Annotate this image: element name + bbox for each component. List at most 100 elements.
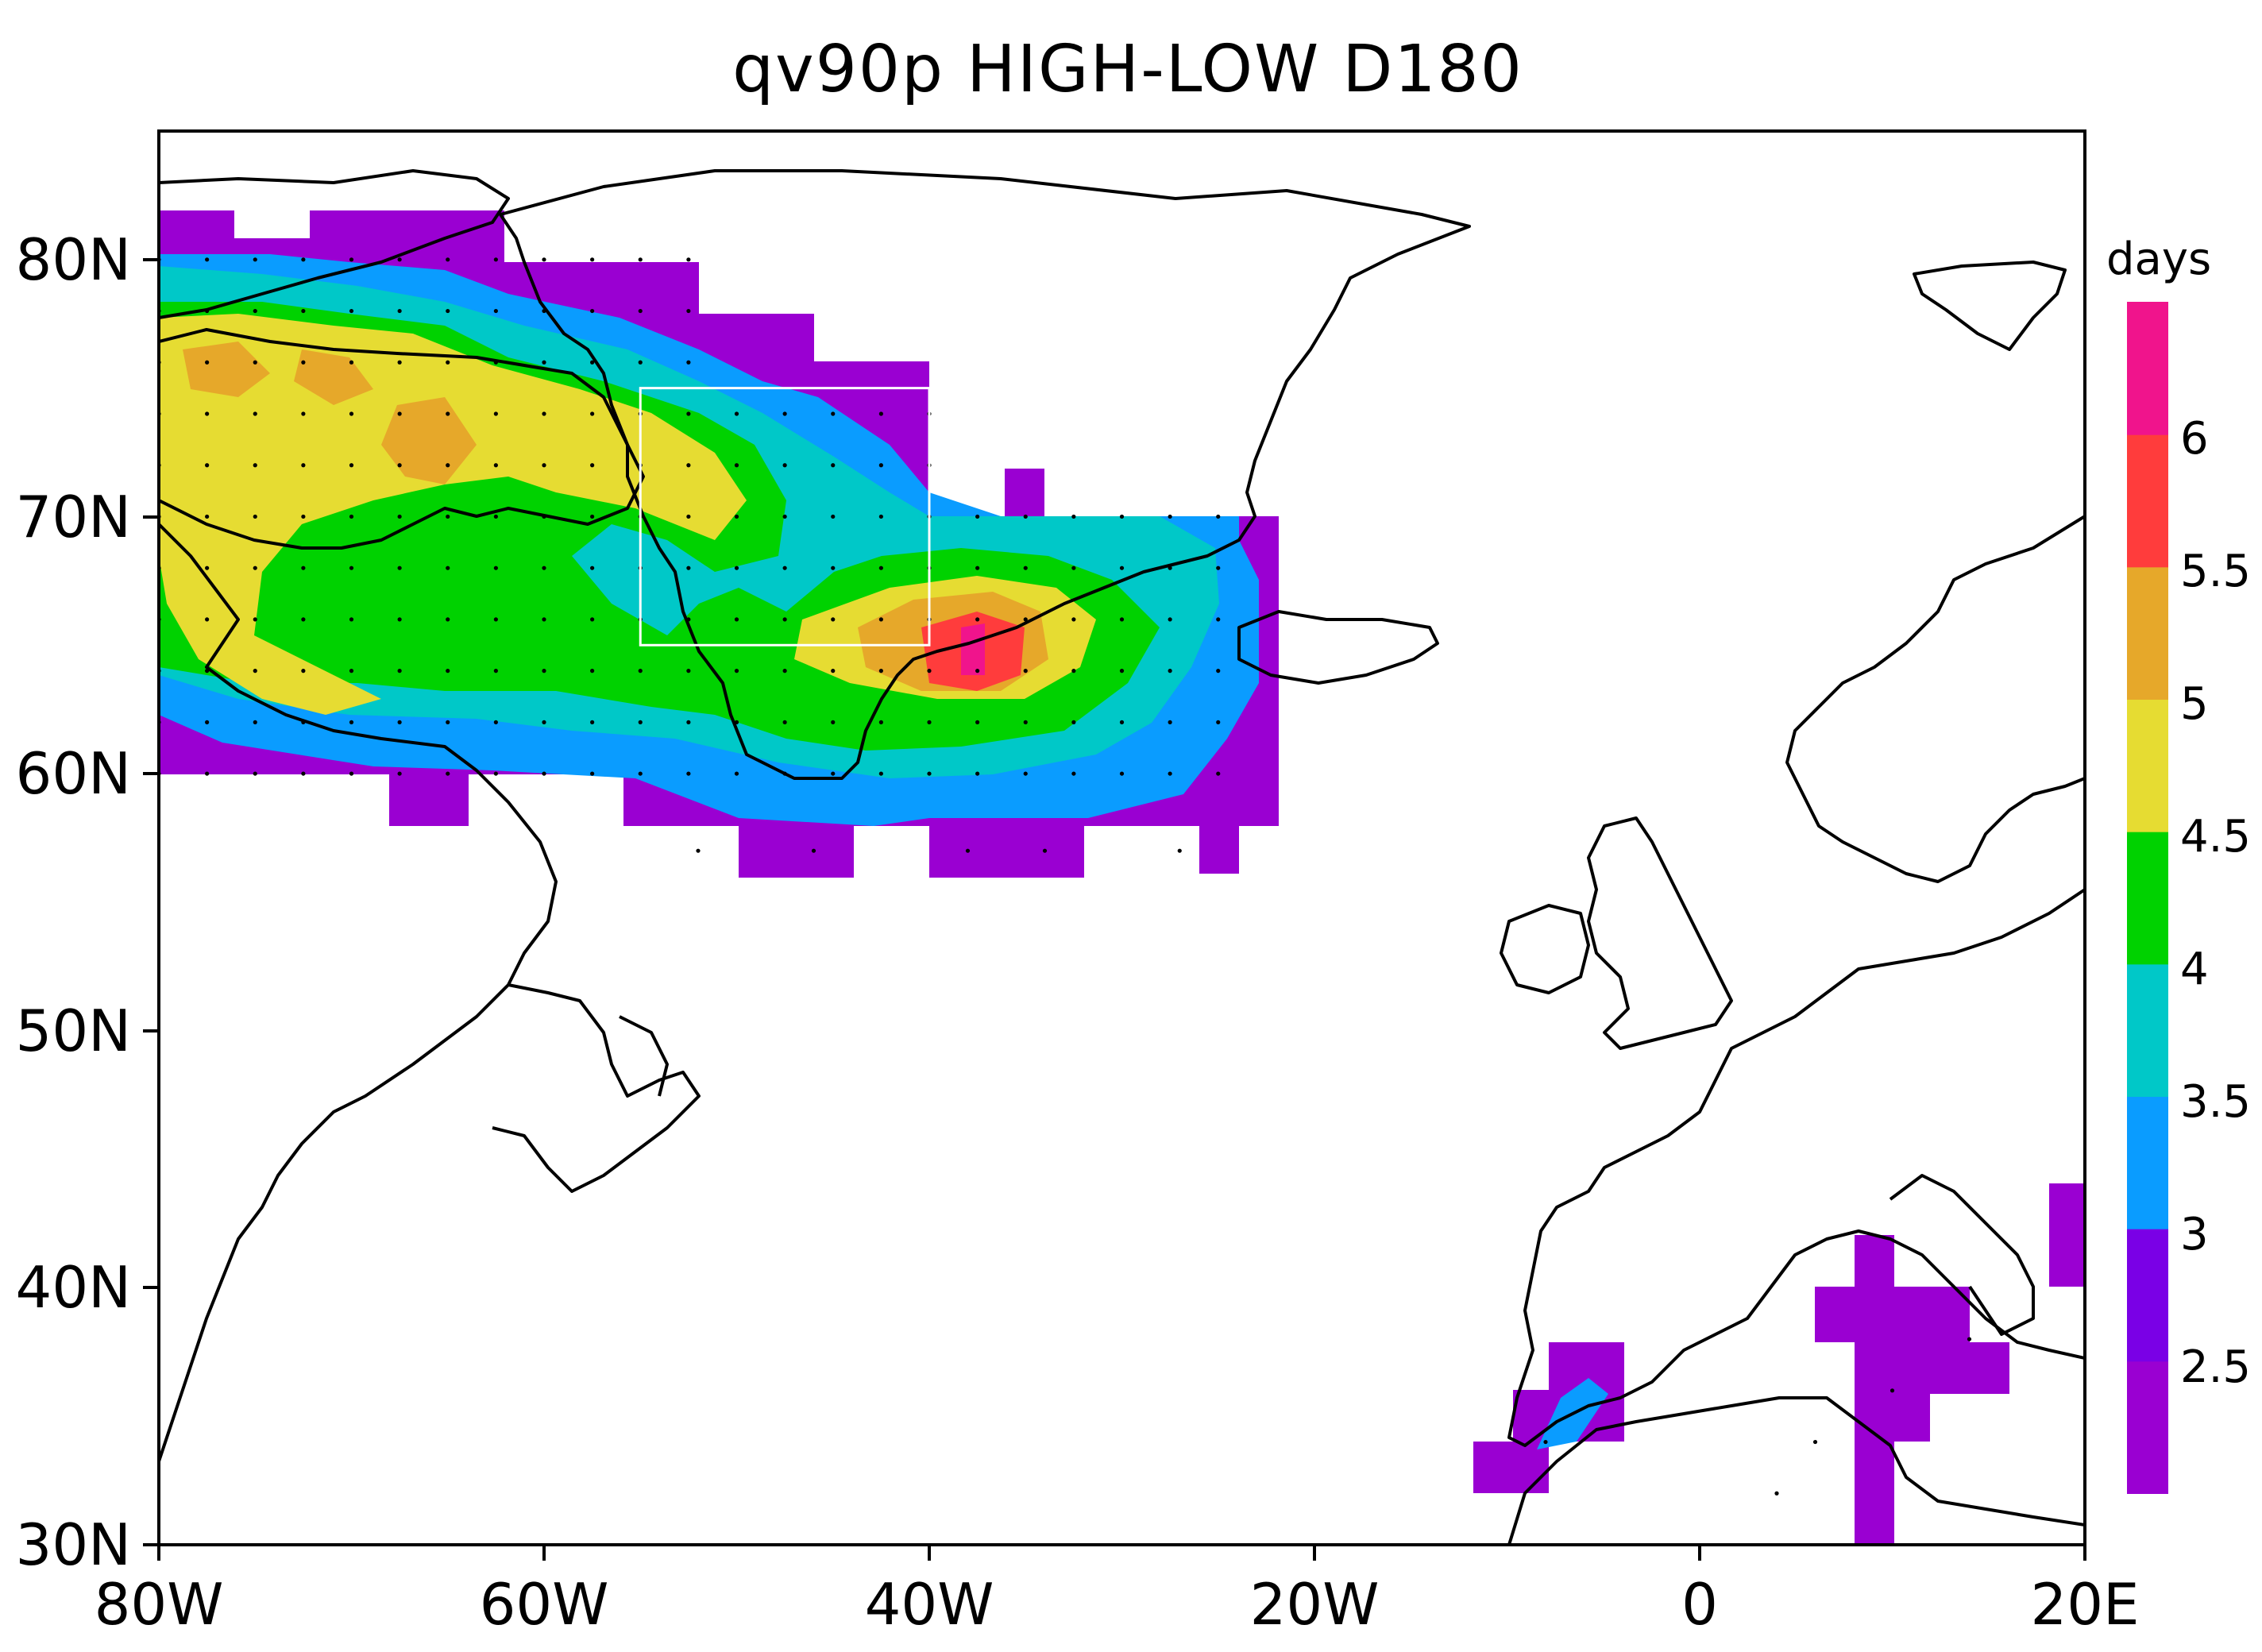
stipple-dot bbox=[590, 771, 595, 776]
coastlines bbox=[159, 169, 2085, 1545]
stipple-dot bbox=[446, 771, 450, 776]
stipple-dot bbox=[878, 514, 883, 519]
stipple-dot bbox=[1071, 617, 1076, 622]
stipple-dot bbox=[1216, 720, 1221, 724]
y-tick-label-5: 80N bbox=[16, 226, 131, 293]
colorbar-label-5: 5 bbox=[2180, 678, 2209, 730]
stipple-dot bbox=[590, 360, 595, 365]
stipple-dot bbox=[590, 669, 595, 674]
coast-europe bbox=[1507, 888, 2085, 1447]
stipple-dot bbox=[878, 565, 883, 570]
colorbar-swatch bbox=[2127, 302, 2168, 435]
stipple-dot bbox=[349, 308, 354, 314]
stipple-dot bbox=[542, 669, 546, 674]
field-level-2.5-east bbox=[2049, 1183, 2085, 1287]
x-tick-label-2: 40W bbox=[865, 1571, 994, 1638]
stipple-dot bbox=[205, 360, 210, 365]
stipple-dot bbox=[831, 617, 836, 622]
stipple-dot bbox=[349, 565, 354, 570]
field-level-6 bbox=[961, 623, 985, 675]
coast-scandinavia bbox=[1785, 515, 2085, 883]
stipple-dot bbox=[975, 514, 980, 519]
stipple-dot bbox=[397, 360, 402, 365]
stipple-dot bbox=[1216, 669, 1221, 674]
stipple-dot bbox=[542, 720, 546, 724]
stipple-dot bbox=[878, 411, 883, 416]
stipple-dot bbox=[686, 720, 691, 724]
stipple-dot bbox=[1119, 514, 1125, 519]
y-tick-label-2: 50N bbox=[16, 998, 131, 1064]
stipple-dot bbox=[1023, 617, 1028, 622]
stipple-dot bbox=[205, 411, 210, 416]
stipple-dot bbox=[811, 848, 816, 853]
stipple-dot bbox=[446, 669, 450, 674]
stipple-dot bbox=[590, 720, 595, 724]
stipple-dot bbox=[301, 565, 306, 570]
stipple-dot bbox=[446, 617, 450, 622]
stipple-dot bbox=[782, 617, 787, 622]
stipple-dot bbox=[1071, 669, 1076, 674]
coast-africa bbox=[1507, 1396, 2085, 1545]
stipple-dot bbox=[301, 514, 306, 519]
stipple-dot bbox=[397, 617, 402, 622]
stipple-dot bbox=[253, 360, 257, 365]
stipple-dot bbox=[782, 720, 787, 724]
stipple-dot bbox=[1071, 771, 1076, 776]
stipple-dot bbox=[686, 463, 691, 468]
stipple-dot bbox=[831, 669, 836, 674]
stipple-dot bbox=[686, 308, 691, 314]
stipple-dot bbox=[1168, 514, 1172, 519]
stipple-dot bbox=[493, 411, 498, 416]
stipple-dot bbox=[205, 565, 210, 570]
stipple-dot bbox=[349, 463, 354, 468]
stipple-dot bbox=[493, 669, 498, 674]
coast-svalbard bbox=[1913, 261, 2067, 351]
stipple-dot bbox=[878, 617, 883, 622]
colorbar-swatch bbox=[2127, 566, 2168, 700]
stipple-dot bbox=[686, 669, 691, 674]
x-tick-label-0: 80W bbox=[95, 1571, 224, 1638]
stipple-dot bbox=[349, 411, 354, 416]
stipple-dot bbox=[831, 463, 836, 468]
stipple-dot bbox=[446, 720, 450, 724]
field-level-5 bbox=[183, 342, 270, 397]
stipple-dot bbox=[1812, 1439, 1818, 1445]
x-tick-label-5: 20E bbox=[2030, 1571, 2139, 1638]
stipple-dot bbox=[734, 771, 739, 776]
stipple-dot bbox=[205, 720, 210, 724]
coast-iceland bbox=[1237, 610, 1439, 685]
stipple-dot bbox=[1071, 565, 1076, 570]
coast-newfoundland bbox=[619, 1015, 669, 1097]
stipple-dot bbox=[1168, 669, 1172, 674]
stipple-dot bbox=[397, 411, 402, 416]
stipple-dot bbox=[686, 514, 691, 519]
stipple-dot bbox=[965, 848, 971, 853]
stipple-dot bbox=[638, 360, 643, 365]
stipple-dot bbox=[493, 771, 498, 776]
stipple-dot bbox=[1216, 771, 1221, 776]
stipple-dot bbox=[686, 257, 691, 262]
stipple-dot bbox=[349, 617, 354, 622]
x-tick-label-1: 60W bbox=[480, 1571, 609, 1638]
anomaly-field bbox=[159, 210, 2085, 1545]
stipple-dot bbox=[638, 308, 643, 314]
field-level-2.5-italy bbox=[1815, 1235, 2009, 1545]
stipple-dot bbox=[397, 771, 402, 776]
highlight-box bbox=[639, 387, 931, 647]
stipple-dot bbox=[253, 411, 257, 416]
stipple-dot bbox=[696, 848, 701, 853]
plot-frame bbox=[157, 129, 2086, 1546]
stipple-dot bbox=[1543, 1439, 1548, 1445]
colorbar-label-0: 2.5 bbox=[2180, 1341, 2251, 1393]
stipple-dot bbox=[1119, 771, 1125, 776]
stipple-dot bbox=[1071, 720, 1076, 724]
colorbar-label-7: 6 bbox=[2180, 413, 2209, 465]
stipple-dot bbox=[686, 411, 691, 416]
colorbar-label-2: 3.5 bbox=[2180, 1076, 2251, 1128]
stipple-dot bbox=[734, 463, 739, 468]
stipple-dot bbox=[301, 308, 306, 314]
stipple-dot bbox=[301, 617, 306, 622]
stipple-dot bbox=[590, 617, 595, 622]
y-tick-label-0: 30N bbox=[16, 1511, 131, 1578]
stipple-dot bbox=[493, 308, 498, 314]
